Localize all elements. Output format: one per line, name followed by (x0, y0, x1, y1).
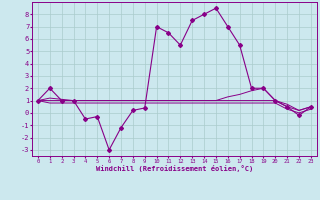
X-axis label: Windchill (Refroidissement éolien,°C): Windchill (Refroidissement éolien,°C) (96, 165, 253, 172)
